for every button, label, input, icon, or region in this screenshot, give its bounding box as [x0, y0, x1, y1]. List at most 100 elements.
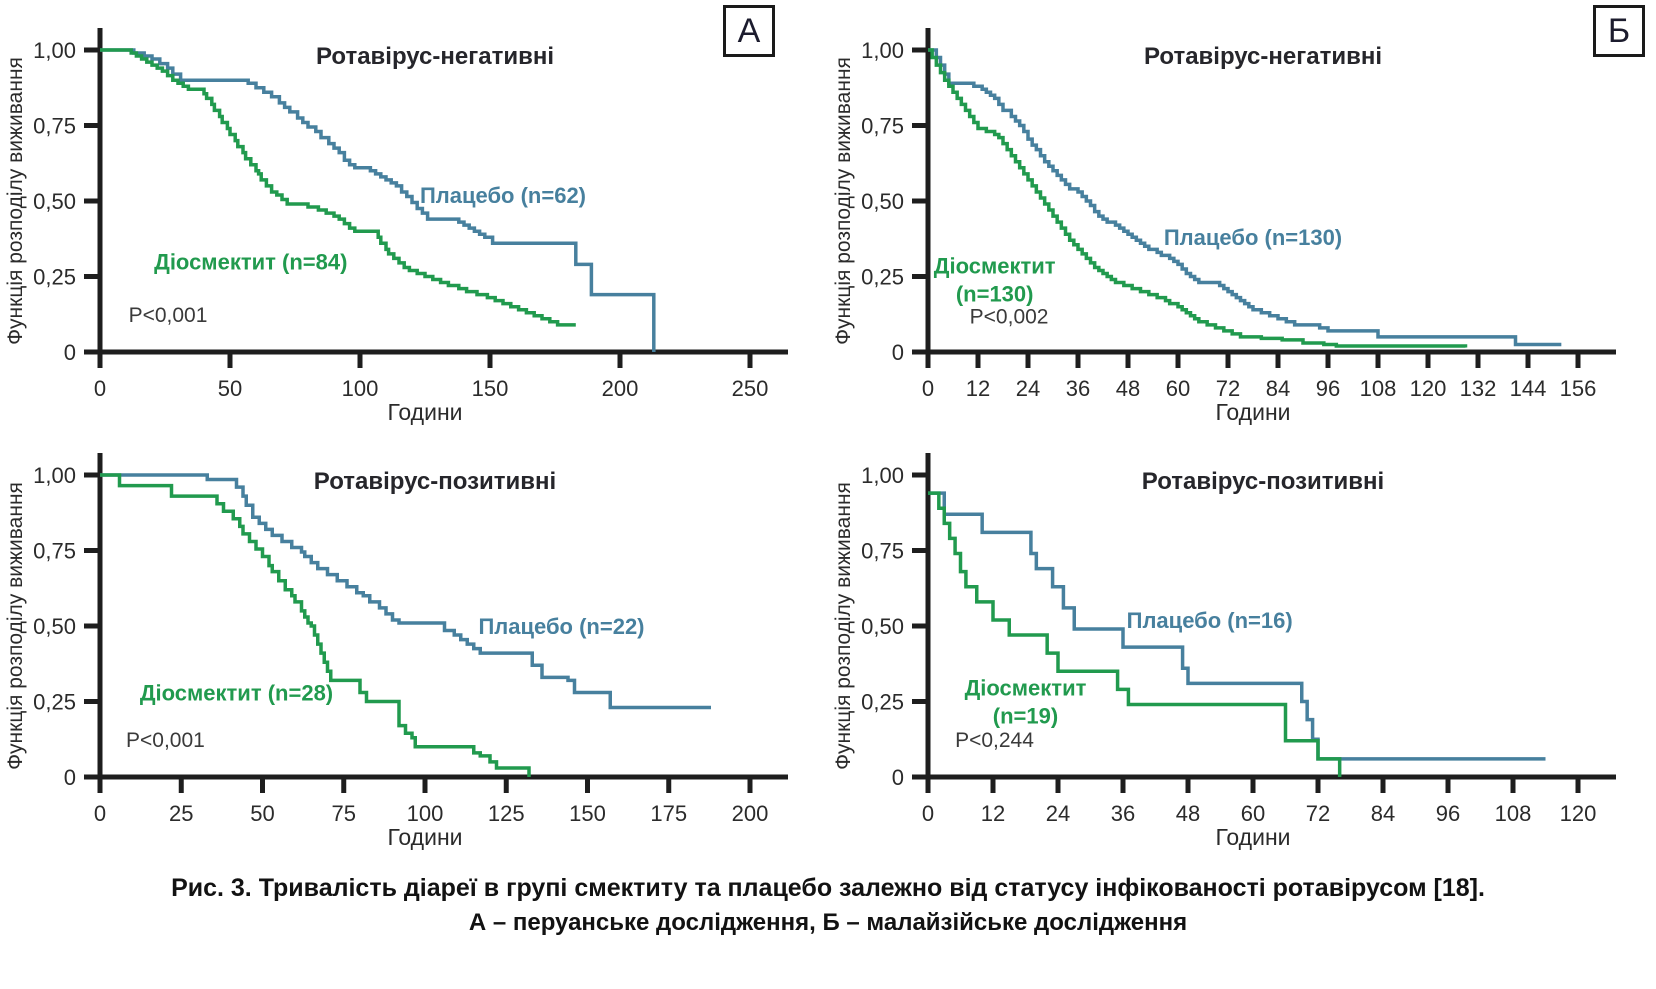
x-tick-label: 150 [472, 376, 509, 401]
km-chart-b: 1,00 0,75 0,50 0,25 00 12 24 36 48 60 72 84 96 108 120… [832, 28, 1616, 425]
y-tick-label: 1,00 [33, 463, 76, 488]
series-label-0: Плацебо (n=130) [1164, 225, 1342, 250]
y-tick-label: 0 [892, 340, 904, 365]
y-tick-label: 0,75 [33, 114, 76, 139]
km-curve-series-0 [928, 48, 1562, 347]
x-tick-label: 25 [169, 801, 193, 826]
x-tick-label: 36 [1066, 376, 1090, 401]
x-tick-label: 144 [1510, 376, 1547, 401]
y-tick-label: 0,25 [861, 690, 904, 715]
y-tick-label: 0,50 [33, 614, 76, 639]
chart-title: Ротавірус-позитивні [314, 468, 556, 495]
panel-a-rotavirus-negative: 1,00 0,75 0,50 0,25 0 0 50 100 150 200 250 Ротавіру… [0, 0, 828, 425]
x-tick-label: 24 [1016, 376, 1040, 401]
y-tick-label: 0 [64, 340, 76, 365]
x-tick-label: 175 [650, 801, 687, 826]
y-axis-label: Функція розподілу виживання [4, 482, 27, 770]
series-label-0: Плацебо (n=62) [420, 183, 586, 208]
y-tick-label: 0,25 [861, 265, 904, 290]
x-tick-label: 0 [94, 801, 106, 826]
km-curve-series-0 [100, 473, 711, 710]
x-tick-label: 96 [1436, 801, 1460, 826]
x-tick-label: 100 [342, 376, 379, 401]
y-tick-label: 0 [892, 765, 904, 790]
caption-line-2: А – перуанське дослідження, Б – малайзій… [468, 909, 1188, 936]
x-axis-label: Години [1215, 824, 1290, 850]
x-tick-label: 120 [1410, 376, 1447, 401]
x-tick-label: 12 [981, 801, 1005, 826]
p-value-label: P<0,001 [129, 304, 208, 327]
km-chart-a: 1,00 0,75 0,50 0,25 00 50 100 150 200 250 Ротавіру… [4, 28, 788, 425]
km-chart-c: 1,00 0,75 0,50 0,25 00 25 50 75 100 125 150 175 200 Р… [4, 453, 788, 850]
x-tick-label: 50 [218, 376, 242, 401]
y-tick-label: 1,00 [861, 38, 904, 63]
km-curve-series-1 [928, 48, 1468, 348]
x-tick-label: 156 [1560, 376, 1597, 401]
series-label-1: Діосмектит (n=28) [140, 680, 333, 705]
panel-c-rotavirus-positive: 1,00 0,75 0,50 0,25 0 0 25 50 75 100 125 150 175 200 Р… [0, 425, 828, 850]
y-axis-label: Функція розподілу виживання [832, 482, 855, 770]
x-tick-label: 50 [250, 801, 274, 826]
x-tick-label: 60 [1241, 801, 1265, 826]
series-label-0: Плацебо (n=22) [478, 614, 644, 639]
panel-b-rotavirus-negative: 1,00 0,75 0,50 0,25 0 0 12 24 36 48 60 72 84 96 108 120… [828, 0, 1656, 425]
x-tick-label: 48 [1116, 376, 1140, 401]
y-tick-label: 0,50 [861, 614, 904, 639]
x-tick-label: 48 [1176, 801, 1200, 826]
x-axis-label: Години [1215, 399, 1290, 425]
p-value-label: P<0,001 [126, 729, 205, 752]
km-curve-series-1 [100, 48, 576, 327]
figure-caption: Рис. 3. Тривалість діареї в групі смекти… [0, 850, 1656, 940]
x-tick-label: 0 [94, 376, 106, 401]
x-tick-label: 100 [407, 801, 444, 826]
p-value-label: P<0,244 [955, 729, 1034, 752]
chart-title: Ротавірус-негативні [1144, 43, 1382, 70]
caption-line-1: Рис. 3. Тривалість діареї в групі смекти… [171, 874, 1485, 902]
x-tick-label: 60 [1166, 376, 1190, 401]
series-label-1: Діосмектит [965, 676, 1087, 701]
x-tick-label: 125 [488, 801, 525, 826]
y-tick-label: 0,50 [33, 189, 76, 214]
panel-d-rotavirus-positive: 1,00 0,75 0,50 0,25 0 0 12 24 36 48 60 72 84 96 108 120… [828, 425, 1656, 850]
x-tick-label: 24 [1046, 801, 1070, 826]
series-label-1: (n=19) [993, 704, 1058, 729]
x-tick-label: 120 [1560, 801, 1597, 826]
x-axis-label: Години [387, 824, 462, 850]
x-tick-label: 150 [569, 801, 606, 826]
chart-title: Ротавірус-негативні [316, 43, 554, 70]
x-axis-label: Години [387, 399, 462, 425]
x-tick-label: 12 [966, 376, 990, 401]
y-tick-label: 0,75 [33, 539, 76, 564]
x-tick-label: 250 [732, 376, 769, 401]
x-tick-label: 36 [1111, 801, 1135, 826]
km-curve-series-0 [928, 491, 1546, 761]
x-tick-label: 0 [922, 376, 934, 401]
p-value-label: P<0,002 [970, 305, 1049, 328]
y-tick-label: 0 [64, 765, 76, 790]
series-label-1: (n=130) [956, 282, 1034, 307]
y-axis-label: Функція розподілу виживання [4, 57, 27, 345]
y-tick-label: 0,50 [861, 189, 904, 214]
x-tick-label: 72 [1306, 801, 1330, 826]
series-label-1: Діосмектит (n=84) [154, 249, 347, 274]
x-tick-label: 108 [1495, 801, 1532, 826]
y-tick-label: 0,25 [33, 265, 76, 290]
series-label-0: Плацебо (n=16) [1127, 608, 1293, 633]
x-tick-label: 72 [1216, 376, 1240, 401]
x-tick-label: 84 [1371, 801, 1395, 826]
y-tick-label: 0,75 [861, 114, 904, 139]
x-tick-label: 0 [922, 801, 934, 826]
km-chart-d: 1,00 0,75 0,50 0,25 00 12 24 36 48 60 72 84 96 108 120… [832, 453, 1616, 850]
y-tick-label: 0,75 [861, 539, 904, 564]
x-tick-label: 96 [1316, 376, 1340, 401]
panel-label-a: А [723, 5, 775, 57]
x-tick-label: 200 [602, 376, 639, 401]
km-curve-series-1 [928, 491, 1342, 777]
y-tick-label: 0,25 [33, 690, 76, 715]
y-axis-label: Функція розподілу виживання [832, 57, 855, 345]
panel-label-b: Б [1593, 5, 1645, 57]
x-tick-label: 75 [332, 801, 356, 826]
x-tick-label: 108 [1360, 376, 1397, 401]
y-tick-label: 1,00 [33, 38, 76, 63]
